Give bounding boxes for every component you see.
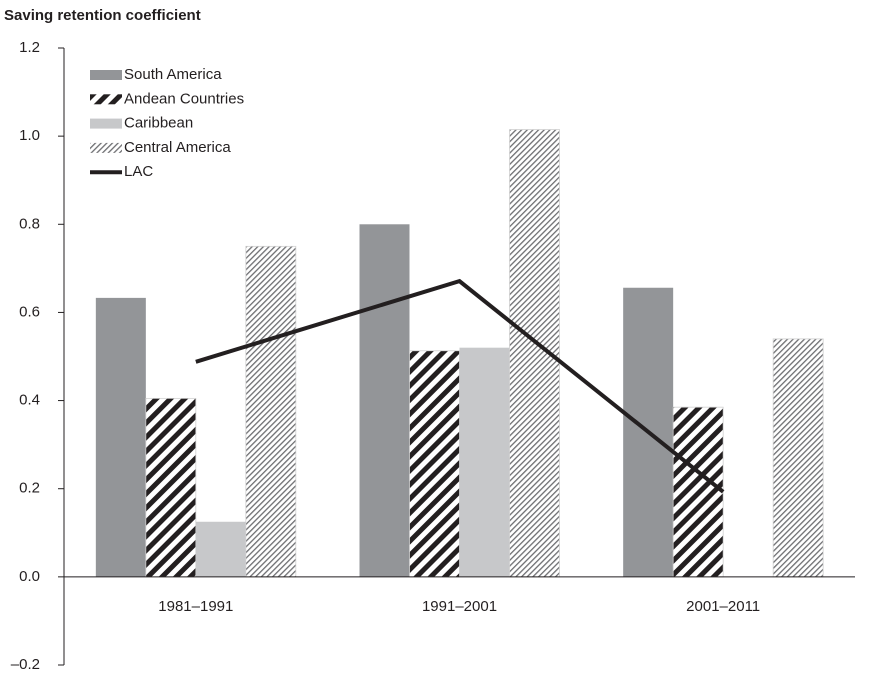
bar bbox=[672, 406, 724, 578]
bar bbox=[772, 338, 824, 578]
bar bbox=[245, 245, 297, 578]
bar bbox=[95, 297, 146, 577]
legend-swatch bbox=[90, 70, 122, 80]
legend-label: LAC bbox=[124, 163, 153, 180]
bar bbox=[195, 521, 246, 577]
legend-label: Central America bbox=[124, 139, 231, 156]
y-tick-label: –0.2 bbox=[11, 656, 40, 673]
chart-title: Saving retention coefficient bbox=[4, 7, 201, 24]
bar bbox=[145, 397, 197, 578]
y-tick-label: 1.2 bbox=[19, 39, 40, 56]
legend-label: Andean Countries bbox=[124, 90, 244, 107]
x-tick-label: 1991–2001 bbox=[422, 598, 497, 615]
legend-label: South America bbox=[124, 66, 222, 83]
y-tick-label: 0.4 bbox=[19, 392, 40, 409]
bar bbox=[359, 224, 410, 577]
legend-swatch bbox=[90, 142, 122, 153]
y-tick-label: 0.2 bbox=[19, 480, 40, 497]
y-tick-label: 1.0 bbox=[19, 127, 40, 144]
bar bbox=[409, 350, 460, 578]
y-tick-label: 0.8 bbox=[19, 215, 40, 232]
legend-swatch bbox=[90, 94, 122, 105]
legend-label: Caribbean bbox=[124, 115, 193, 132]
line-series bbox=[195, 278, 725, 494]
x-tick-label: 2001–2011 bbox=[686, 598, 760, 615]
bar bbox=[459, 347, 510, 577]
legend-swatch bbox=[90, 118, 122, 129]
x-tick-label: 1981–1991 bbox=[158, 598, 233, 615]
y-tick-label: 0.6 bbox=[19, 303, 40, 320]
y-tick-label: 0.0 bbox=[19, 568, 40, 585]
